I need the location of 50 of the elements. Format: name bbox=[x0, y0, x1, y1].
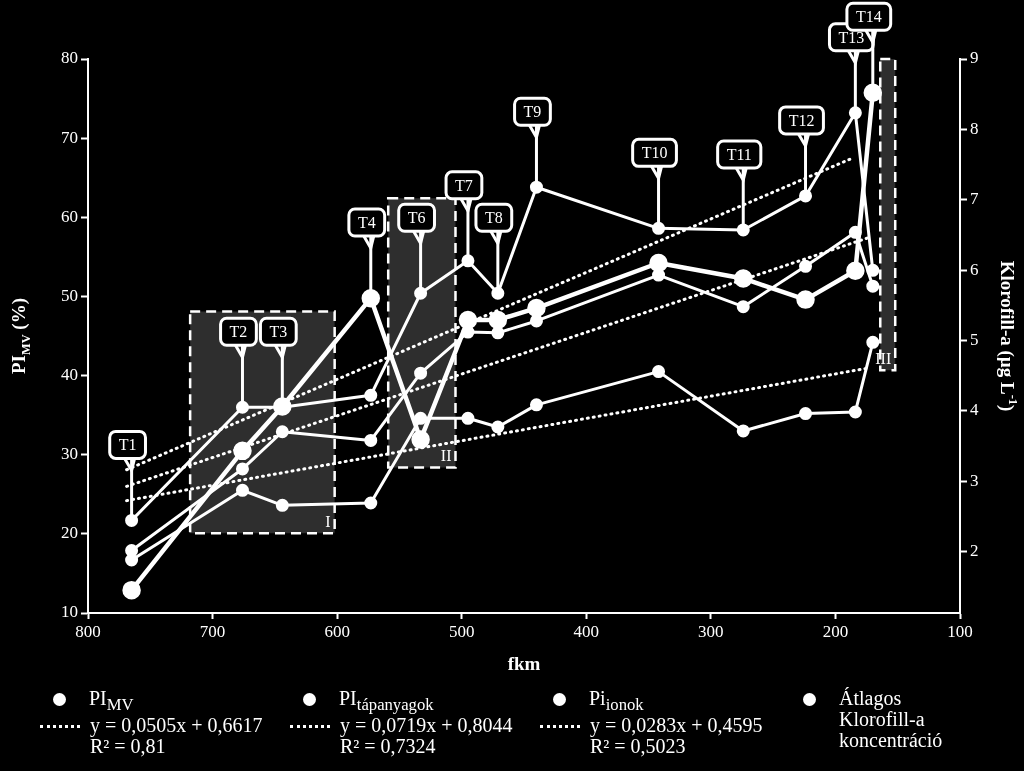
legend-label: y = 0,0283x + 0,4595 R² = 0,5023 bbox=[590, 714, 763, 757]
y-axis-title: PIMV (%) bbox=[7, 298, 33, 374]
y-tick-label: 50 bbox=[61, 285, 78, 305]
annotation: T14 bbox=[855, 7, 882, 25]
x-tick-label: 300 bbox=[698, 621, 724, 641]
annotation: T11 bbox=[726, 145, 752, 163]
band-label: II bbox=[440, 446, 452, 464]
y-tick-label: 30 bbox=[61, 444, 78, 464]
annotation: T9 bbox=[523, 102, 542, 120]
y-tick-label: 80 bbox=[61, 48, 78, 68]
band-label: III bbox=[875, 349, 892, 367]
x-axis-title: fkm bbox=[507, 652, 541, 674]
x-tick-label: 800 bbox=[75, 621, 101, 641]
annotation: T2 bbox=[229, 322, 248, 340]
x-tick-label: 100 bbox=[947, 621, 973, 641]
x-tick-label: 200 bbox=[822, 621, 849, 641]
x-tick-label: 400 bbox=[573, 621, 600, 641]
annotation: T6 bbox=[407, 208, 426, 226]
y2-tick-label: 7 bbox=[970, 189, 979, 209]
y2-tick-label: 3 bbox=[970, 470, 979, 490]
y-tick-label: 60 bbox=[61, 206, 78, 226]
y2-tick-label: 8 bbox=[970, 118, 979, 138]
annotation: T8 bbox=[484, 208, 503, 226]
annotation: T13 bbox=[838, 28, 865, 46]
y-tick-label: 10 bbox=[61, 602, 78, 622]
annotation: T4 bbox=[357, 213, 376, 231]
x-tick-label: 600 bbox=[324, 621, 350, 641]
x-tick-label: 500 bbox=[448, 621, 475, 641]
y-tick-label: 20 bbox=[61, 523, 78, 543]
legend-label: Pi$_{ionok}$ bbox=[589, 687, 644, 715]
legend-label: y = 0,0505x + 0,6617 R² = 0,81 bbox=[90, 714, 263, 757]
y-tick-label: 70 bbox=[61, 127, 78, 147]
annotation: T10 bbox=[641, 144, 668, 162]
annotation: T7 bbox=[455, 176, 473, 194]
y2-tick-label: 5 bbox=[970, 329, 979, 349]
legend-label: PI$_{tápanyagok}$ bbox=[339, 687, 434, 715]
y2-tick-label: 6 bbox=[970, 259, 979, 279]
y2-tick-label: 9 bbox=[970, 48, 979, 68]
y2-tick-label: 4 bbox=[970, 400, 979, 420]
annotation: T12 bbox=[788, 111, 815, 129]
y2-axis-title: Klorofill-a (µg L-1) bbox=[996, 260, 1021, 412]
band-label: I bbox=[325, 512, 331, 530]
annotation: T1 bbox=[118, 436, 137, 454]
y2-tick-label: 2 bbox=[970, 540, 979, 560]
legend-label: Átlagos Klorofill-a koncentráció bbox=[839, 687, 944, 751]
x-tick-label: 700 bbox=[199, 621, 226, 641]
y-tick-label: 40 bbox=[61, 365, 78, 385]
legend-label: y = 0,0719x + 0,8044 R² = 0,7324 bbox=[340, 714, 513, 757]
annotation: T3 bbox=[269, 322, 288, 340]
legend-label: PI$_{MV}$ bbox=[89, 687, 134, 715]
